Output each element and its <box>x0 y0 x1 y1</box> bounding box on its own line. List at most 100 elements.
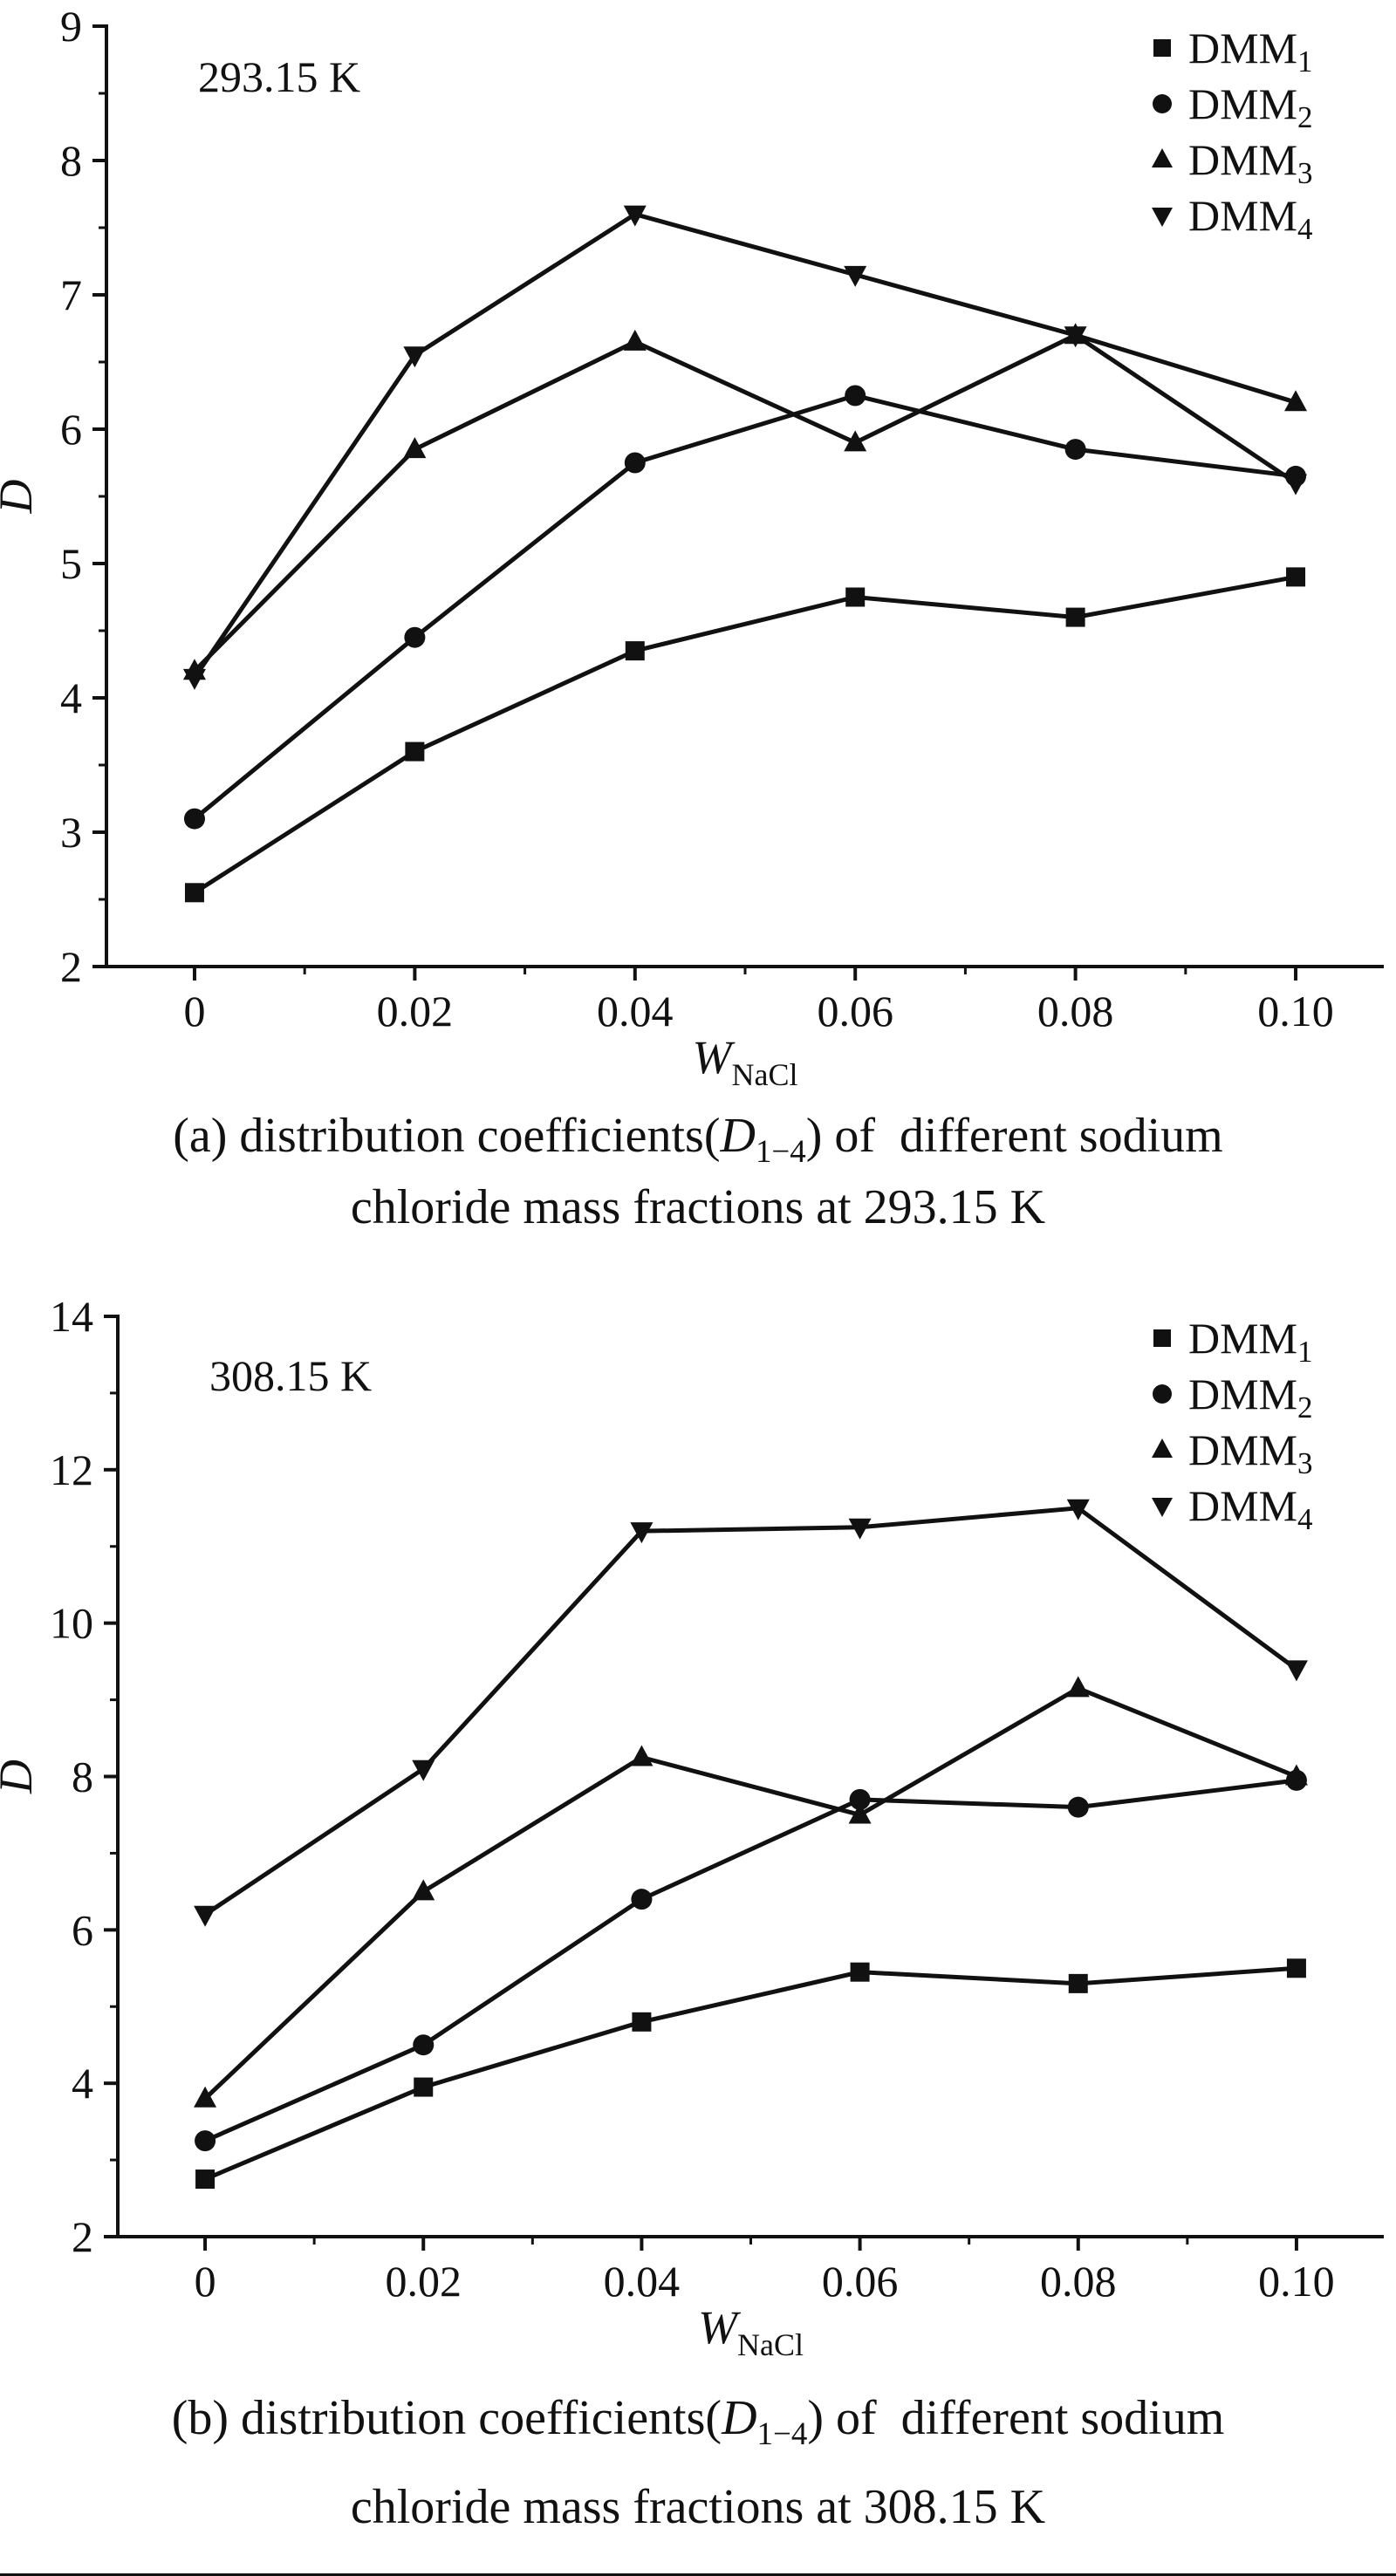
legend-label-DMM4: DMM4 <box>1188 1481 1313 1536</box>
series-marker-DMM3 <box>844 430 867 452</box>
legend-label-DMM3: DMM3 <box>1188 135 1313 190</box>
series-marker-DMM2 <box>1064 439 1086 461</box>
chart-b-caption-line2: chloride mass fractions at 308.15 K <box>350 2480 1046 2535</box>
x-axis-label: WNaCl <box>693 1031 798 1090</box>
series-line-DMM1 <box>204 1966 1297 2182</box>
series-marker-DMM4 <box>182 668 206 690</box>
series-marker-DMM1 <box>405 741 425 762</box>
series-marker-DMM1 <box>845 587 866 607</box>
chart-a-block: 2 3 4 5 6 7 8 9 0 0.02 0.04 0.06 0.08 0.10 293.15 K DMM… <box>0 0 1396 1241</box>
series-line-DMM2 <box>204 1778 1297 2143</box>
y-tick-label: 9 <box>60 2 82 51</box>
series-marker-DMM4 <box>194 1906 217 1928</box>
y-tick-label: 4 <box>72 2060 93 2108</box>
legend-label-DMM3: DMM3 <box>1188 1425 1313 1480</box>
bottom-rule <box>0 2573 1396 2576</box>
legend-label-DMM1: DMM1 <box>1188 24 1313 79</box>
legend-label-DMM1: DMM1 <box>1188 1314 1313 1369</box>
chart-b-caption: (b) distribution coefficients(D1−4) of d… <box>0 2374 1396 2552</box>
y-tick-label: 4 <box>60 673 82 722</box>
series-line-DMM4 <box>192 211 1297 680</box>
y-tick-label: 3 <box>60 808 82 857</box>
y-tick-label: 8 <box>72 1753 93 1801</box>
x-tick-label: 0.02 <box>377 987 454 1035</box>
series-marker-DMM4 <box>403 346 427 368</box>
series-marker-DMM3 <box>630 1745 654 1766</box>
legend-marker-DMM2 <box>1153 94 1172 113</box>
legend-marker-DMM3 <box>1152 148 1173 167</box>
legend-label-DMM4: DMM4 <box>1188 191 1313 246</box>
y-tick-label: 7 <box>60 270 82 319</box>
series-line-DMM1 <box>193 574 1297 895</box>
x-tick-label: 0.08 <box>1040 2257 1117 2306</box>
y-tick-label: 14 <box>50 1292 93 1341</box>
y-axis-label: D <box>0 1759 42 1794</box>
legend-marker-DMM4 <box>1152 208 1173 227</box>
y-tick-label: 12 <box>50 1445 93 1494</box>
series-marker-DMM4 <box>412 1760 435 1782</box>
y-axis-label: D <box>0 480 42 515</box>
series-marker-DMM2 <box>404 626 426 648</box>
y-tick-label: 6 <box>60 405 82 454</box>
series-marker-DMM3 <box>194 2087 217 2108</box>
series-marker-DMM4 <box>623 205 647 227</box>
x-tick-label: 0.04 <box>604 2257 681 2306</box>
series-marker-DMM3 <box>1284 390 1308 412</box>
legend-marker-DMM2 <box>1153 1384 1172 1404</box>
series-marker-DMM4 <box>630 1522 654 1544</box>
series-marker-DMM2 <box>631 1889 653 1910</box>
series-marker-DMM1 <box>1286 567 1306 587</box>
series-line-DMM4 <box>203 1506 1298 1917</box>
series-marker-DMM1 <box>632 2012 652 2033</box>
series-marker-DMM4 <box>1066 1500 1090 1521</box>
x-tick-label: 0 <box>195 2257 216 2306</box>
series-marker-DMM3 <box>848 1802 872 1824</box>
temperature-label: 293.15 K <box>198 52 360 101</box>
x-tick-label: 0.06 <box>817 987 893 1035</box>
series-marker-DMM2 <box>195 2130 216 2152</box>
x-tick-label: 0.04 <box>597 987 674 1035</box>
series-marker-DMM3 <box>623 329 647 351</box>
chart-b-caption-line1: (b) distribution coefficients(D1−4) of d… <box>171 2391 1225 2452</box>
series-marker-DMM3 <box>1284 1764 1308 1786</box>
series-marker-DMM2 <box>413 2034 435 2056</box>
series-marker-DMM2 <box>183 808 205 830</box>
series-marker-DMM3 <box>412 1879 435 1901</box>
series-marker-DMM4 <box>1284 474 1308 495</box>
y-tick-label: 6 <box>72 1906 93 1955</box>
y-tick-label: 8 <box>60 136 82 185</box>
legend-marker-DMM1 <box>1153 1329 1171 1348</box>
chart-a-canvas: 2 3 4 5 6 7 8 9 0 0.02 0.04 0.06 0.08 0.10 293.15 K DMM… <box>0 2 1384 1090</box>
temperature-label: 308.15 K <box>209 1351 372 1400</box>
legend-marker-DMM4 <box>1152 1498 1173 1518</box>
chart-b-canvas: 2 4 6 8 10 12 14 0 0.02 0.04 0.06 0.08 0.10 308.15 K D… <box>0 1292 1384 2362</box>
chart-b-block: 2 4 6 8 10 12 14 0 0.02 0.04 0.06 0.08 0.10 308.15 K D… <box>0 1290 1396 2552</box>
series-marker-DMM1 <box>625 641 645 661</box>
series-marker-DMM2 <box>624 452 646 474</box>
series-marker-DMM4 <box>1284 1660 1308 1682</box>
series-marker-DMM1 <box>414 2078 434 2097</box>
series-marker-DMM4 <box>848 1519 872 1541</box>
x-tick-label: 0.08 <box>1037 987 1114 1035</box>
x-tick-label: 0 <box>183 987 205 1035</box>
series-marker-DMM2 <box>1067 1797 1089 1819</box>
series-marker-DMM1 <box>184 883 204 903</box>
y-tick-label: 2 <box>60 942 82 991</box>
y-tick-label: 5 <box>60 539 82 588</box>
series-marker-DMM3 <box>403 437 427 459</box>
legend-label-DMM2: DMM2 <box>1188 79 1313 134</box>
series-marker-DMM1 <box>850 1963 870 1983</box>
series-line-DMM3 <box>193 332 1297 673</box>
x-axis-label: WNaCl <box>698 2301 804 2362</box>
y-tick-label: 2 <box>72 2212 93 2261</box>
legend-marker-DMM3 <box>1152 1438 1173 1459</box>
x-tick-label: 0.02 <box>385 2257 462 2306</box>
series-marker-DMM1 <box>1065 607 1085 627</box>
x-tick-label: 0.10 <box>1258 2257 1335 2306</box>
chart-a-caption-line1: (a) distribution coefficients(D1−4) of d… <box>173 1109 1223 1170</box>
series-line-DMM3 <box>203 1686 1297 2101</box>
series-line-DMM2 <box>193 393 1297 821</box>
legend-marker-DMM1 <box>1153 39 1171 57</box>
series-marker-DMM1 <box>1068 1974 1088 1994</box>
